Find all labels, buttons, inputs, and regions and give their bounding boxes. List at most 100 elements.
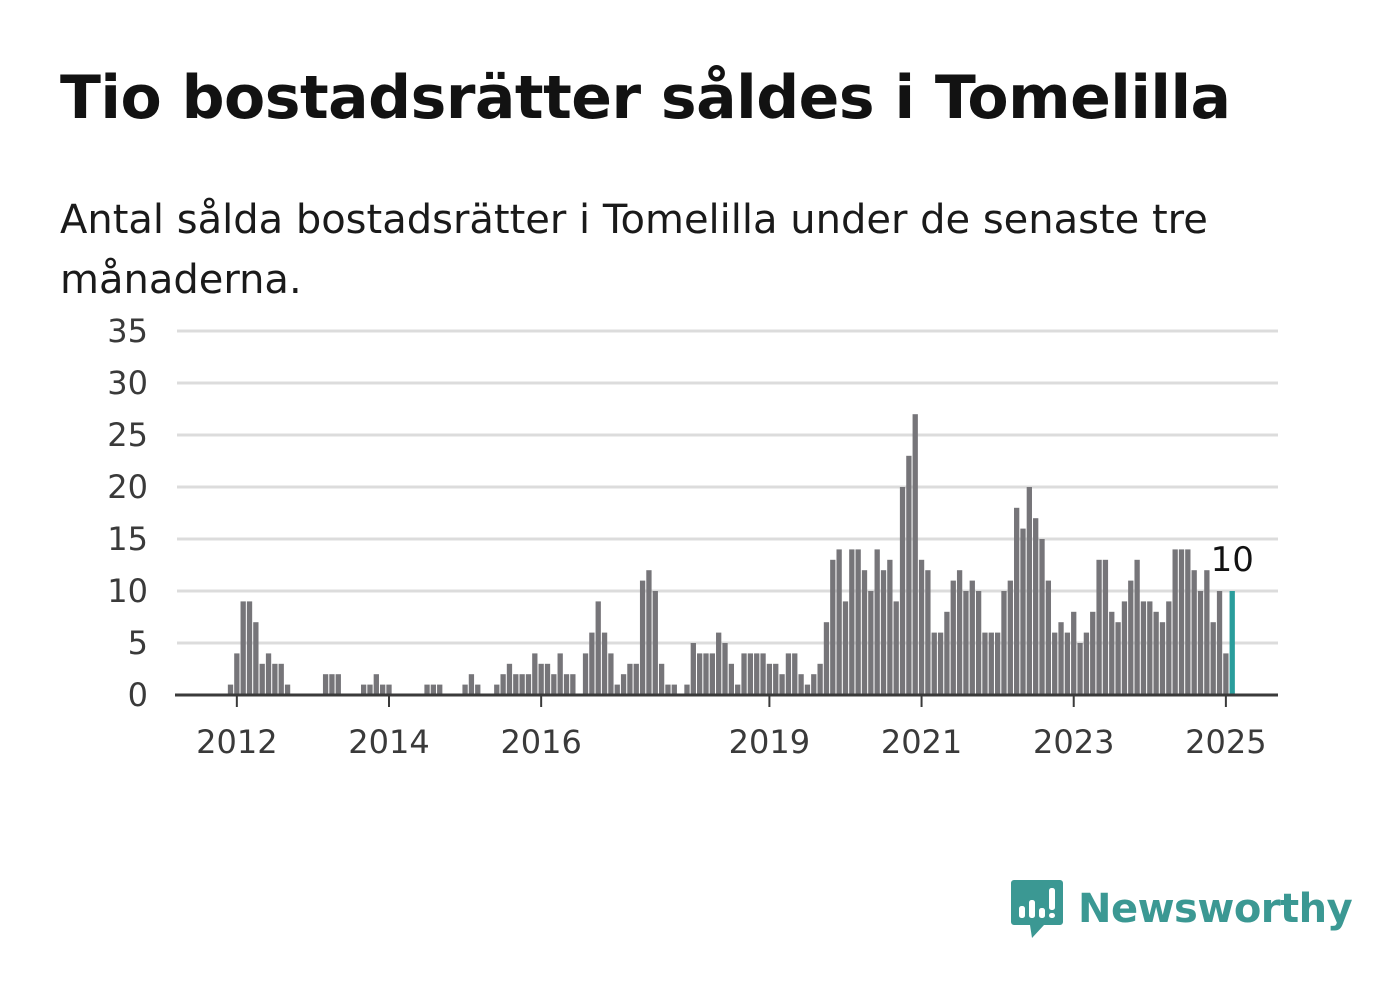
x-tick-label: 2025 (1185, 723, 1266, 761)
bar (893, 601, 899, 695)
bar (646, 570, 652, 695)
bar (386, 684, 392, 695)
brand-name: Newsworthy (1078, 886, 1353, 932)
bar (1140, 601, 1147, 695)
bar (747, 653, 754, 695)
bar (329, 674, 335, 695)
gridlines (177, 329, 1278, 645)
bar (1102, 559, 1109, 695)
y-axis-ticks: 0 5 10 15 20 25 30 35 (107, 312, 148, 714)
bar (773, 663, 779, 695)
bar (240, 601, 246, 695)
bar (259, 663, 265, 695)
bar (551, 674, 557, 695)
bar (284, 684, 291, 695)
bar (513, 674, 519, 695)
bar (614, 684, 620, 695)
bar (735, 684, 741, 695)
x-tick-label: 2012 (196, 723, 277, 761)
bar (494, 684, 500, 695)
bars (227, 414, 1235, 695)
bar (1172, 549, 1178, 695)
bar (227, 684, 234, 695)
bar (1210, 622, 1216, 695)
bar (716, 632, 722, 695)
bar (1071, 611, 1077, 695)
bar (779, 674, 785, 695)
bar (766, 663, 773, 695)
bar (246, 601, 253, 695)
bar (785, 653, 792, 695)
bar (804, 684, 811, 695)
bar (1064, 632, 1071, 695)
bar (608, 653, 614, 695)
bar (601, 632, 608, 695)
bar (1077, 643, 1083, 695)
bar (918, 559, 925, 695)
bar (1178, 549, 1185, 695)
value-annotation: 10 (1211, 540, 1254, 580)
bar (671, 684, 677, 695)
bar (1166, 601, 1172, 695)
bar (722, 643, 728, 695)
bar (1204, 570, 1210, 695)
bar (475, 684, 481, 695)
bar (792, 653, 798, 695)
x-tick-label: 2023 (1033, 723, 1114, 761)
newsworthy-logo-icon (1011, 880, 1063, 938)
bar-highlighted (1229, 591, 1235, 695)
bar (234, 653, 240, 695)
chart-title: Tio bostadsrätter såldes i Tomelilla (60, 63, 1231, 133)
bar (868, 591, 874, 695)
bar (430, 684, 437, 695)
chart-subtitle: Antal sålda bostadsrätter i Tomelilla un… (60, 197, 1208, 303)
bar (697, 653, 703, 695)
bar (265, 653, 272, 695)
bar (982, 632, 988, 695)
bar (887, 559, 893, 695)
bar (468, 674, 475, 695)
bar (956, 570, 963, 695)
bar (665, 684, 671, 695)
bar (849, 549, 855, 695)
bar (754, 653, 760, 695)
bar (253, 622, 259, 695)
bar (380, 684, 386, 695)
bar (906, 455, 912, 695)
bar (658, 663, 665, 695)
bar (836, 549, 842, 695)
bar (424, 684, 430, 695)
bar (760, 653, 766, 695)
bar (1020, 528, 1026, 695)
bar (1090, 611, 1096, 695)
bar (1115, 622, 1121, 695)
x-tick-label: 2021 (881, 723, 962, 761)
bar (880, 570, 887, 695)
bar (367, 684, 373, 695)
bar (1121, 601, 1128, 695)
x-axis-ticks: 2012 2014 2016 2019 2021 2023 2025 (196, 695, 1267, 761)
x-tick-label: 2019 (729, 723, 810, 761)
bar (500, 674, 506, 695)
bar (589, 632, 595, 695)
bar (1039, 539, 1045, 695)
y-tick-label: 5 (128, 624, 148, 662)
y-tick-label: 35 (107, 312, 148, 350)
bar (988, 632, 994, 695)
bar (709, 653, 715, 695)
bar (1007, 580, 1013, 695)
bar (1197, 591, 1204, 695)
bar (741, 653, 747, 695)
bar (1026, 487, 1032, 695)
bar (1153, 611, 1159, 695)
bar (532, 653, 538, 695)
bar (506, 663, 513, 695)
bar (538, 663, 544, 695)
bar (1052, 632, 1058, 695)
bar (557, 653, 563, 695)
bar (620, 674, 627, 695)
y-tick-label: 25 (107, 416, 148, 454)
x-tick-label: 2016 (500, 723, 581, 761)
bar (925, 570, 931, 695)
